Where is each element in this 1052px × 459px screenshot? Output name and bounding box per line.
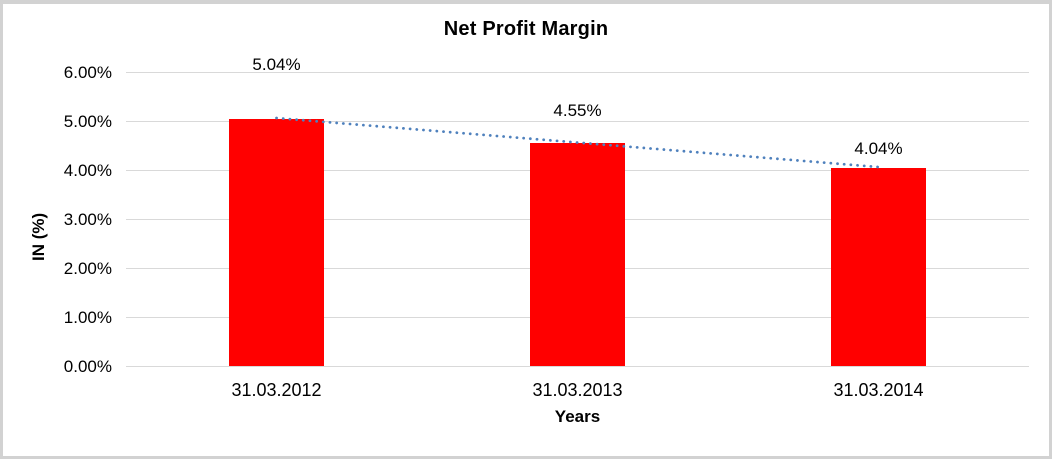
- y-tick-label: 2.00%: [63, 258, 112, 278]
- bar-31.03.2012: [229, 119, 324, 366]
- gridline: [126, 71, 1029, 73]
- x-tick-label: 31.03.2012: [231, 380, 322, 400]
- y-tick-label: 6.00%: [63, 62, 112, 82]
- y-tick-label: 0.00%: [63, 356, 112, 376]
- x-axis-title: Years: [554, 407, 601, 426]
- data-label: 5.04%: [252, 55, 301, 75]
- y-tick-label: 1.00%: [63, 307, 112, 327]
- bar-31.03.2014: [831, 168, 926, 366]
- gridline: [126, 365, 1029, 367]
- data-label: 4.04%: [854, 139, 903, 159]
- y-tick-label: 4.00%: [63, 160, 112, 180]
- bar-31.03.2013: [530, 143, 625, 366]
- y-tick-label: 3.00%: [63, 209, 112, 229]
- x-tick-label: 31.03.2014: [833, 380, 924, 400]
- data-label: 4.55%: [553, 101, 602, 121]
- chart-title: Net Profit Margin: [443, 18, 609, 40]
- y-tick-label: 5.00%: [63, 111, 112, 131]
- y-axis-title: IN (%): [29, 212, 48, 261]
- x-tick-label: 31.03.2013: [532, 380, 623, 400]
